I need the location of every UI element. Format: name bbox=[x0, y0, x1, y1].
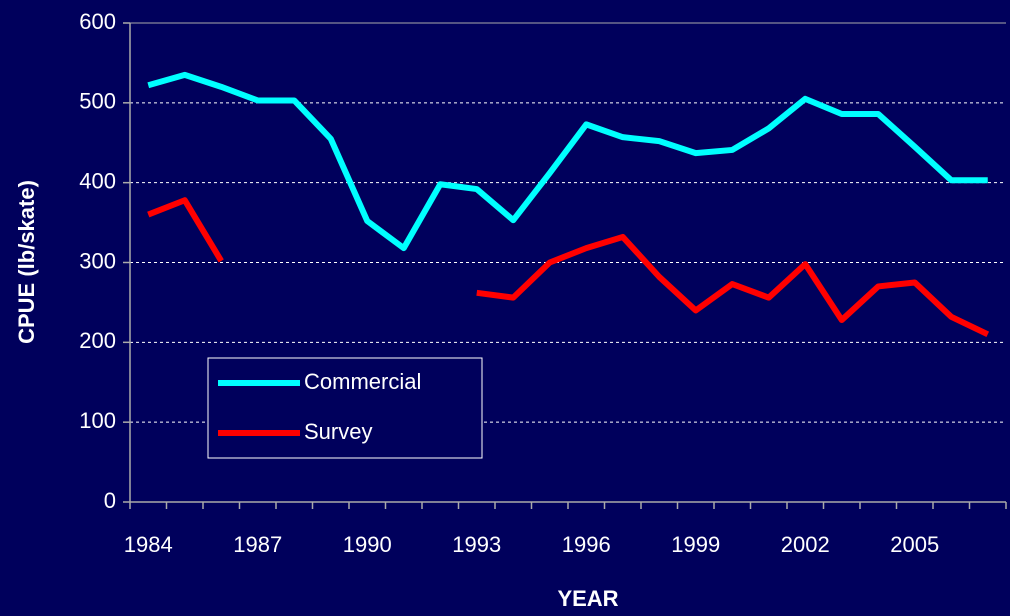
legend-box bbox=[207, 357, 483, 459]
x-tick-label: 1996 bbox=[562, 532, 611, 557]
x-tick-label: 1999 bbox=[671, 532, 720, 557]
y-tick-label: 500 bbox=[79, 89, 116, 114]
x-tick-label: 1984 bbox=[124, 532, 173, 557]
y-tick-label: 400 bbox=[79, 168, 116, 193]
data-line bbox=[147, 71, 988, 252]
x-tick-label: 2002 bbox=[781, 532, 830, 557]
y-tick-label: 0 bbox=[104, 488, 116, 513]
y-tick-label: 300 bbox=[79, 248, 116, 273]
legend-label: Survey bbox=[304, 419, 372, 444]
legend-label: Commercial bbox=[304, 369, 421, 394]
y-axis-title: CPUE (lb/skate) bbox=[14, 180, 39, 344]
x-tick-label: 1987 bbox=[233, 532, 282, 557]
x-tick-label: 2005 bbox=[890, 532, 939, 557]
y-tick-label: 600 bbox=[79, 9, 116, 34]
y-tick-label: 100 bbox=[79, 408, 116, 433]
x-tick-label: 1993 bbox=[452, 532, 501, 557]
y-tick-label: 200 bbox=[79, 328, 116, 353]
data-line bbox=[147, 197, 990, 338]
x-tick-label: 1990 bbox=[343, 532, 392, 557]
x-axis-title: YEAR bbox=[557, 586, 618, 611]
